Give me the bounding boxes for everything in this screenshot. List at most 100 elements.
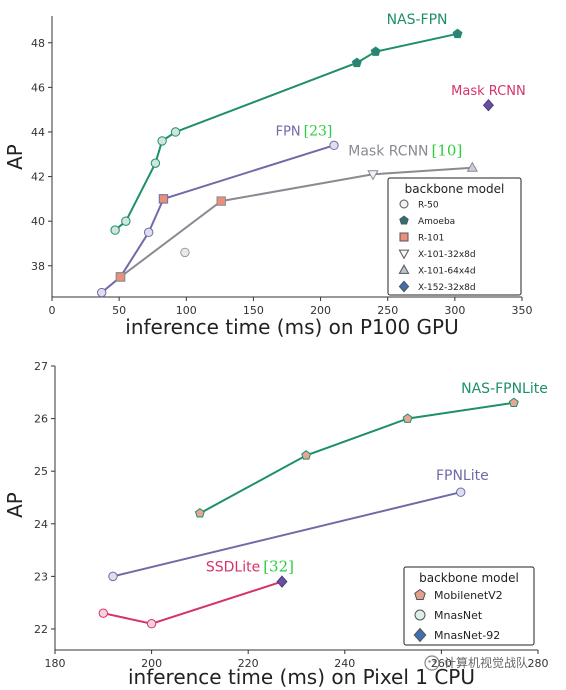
legend-item-label: X-101-64x4d — [418, 266, 476, 276]
y-tick-label: 22 — [34, 623, 48, 636]
legend-title: backbone model — [405, 182, 505, 196]
legend-item-label: Amoeba — [418, 217, 455, 227]
data-point — [508, 397, 519, 408]
data-point — [367, 170, 379, 181]
x-tick-label: 260 — [431, 657, 452, 670]
series-line — [103, 580, 283, 625]
data-point — [108, 571, 118, 582]
series-mask-rcnn-3 — [482, 98, 494, 112]
data-point — [370, 46, 381, 56]
y-tick-label: 25 — [34, 465, 48, 478]
series-line — [199, 401, 514, 515]
data-point — [216, 196, 226, 206]
x-tick-label: 240 — [334, 657, 355, 670]
data-point — [110, 225, 120, 235]
legend-marker-pentagon — [414, 588, 426, 600]
x-tick-label: 220 — [238, 657, 259, 670]
data-point — [351, 57, 362, 68]
data-point — [157, 136, 167, 146]
x-tick-label: 350 — [512, 304, 533, 317]
legend-box — [403, 566, 535, 646]
y-tick-label: 26 — [34, 413, 48, 426]
x-tick-label: 50 — [112, 304, 126, 317]
x-tick-label: 300 — [444, 304, 465, 317]
legend-marker-diamond — [413, 627, 427, 643]
series-line — [101, 144, 335, 294]
series-label: Mask RCNN [10] — [348, 142, 462, 160]
legend-item-label: MnasNet-92 — [434, 629, 500, 642]
legend-item-label: X-152-32x8d — [418, 283, 476, 293]
series-fpn-1 — [96, 140, 339, 298]
x-tick-label: 280 — [528, 657, 549, 670]
legend: backbone model R-50 Amoeba R-101 X-101-32x8d… — [387, 177, 522, 296]
data-point — [96, 287, 107, 298]
y-axis-label: AP — [3, 144, 27, 170]
legend-marker-square — [399, 232, 409, 242]
y-axis-label: AP — [3, 492, 27, 518]
y-tick-label: 44 — [31, 126, 45, 139]
data-point — [146, 619, 157, 629]
x-axis-label: inference time (ms) on P100 GPU — [125, 315, 458, 339]
series-label: FPNLite — [436, 468, 489, 484]
y-tick-label: 40 — [31, 215, 45, 228]
data-point — [98, 608, 109, 618]
legend-marker-circle — [399, 199, 409, 209]
data-point — [276, 575, 288, 588]
legend-item-label: MobilenetV2 — [434, 589, 503, 602]
legend-marker-diamond — [398, 280, 410, 293]
legend-marker-pentagon — [399, 215, 409, 225]
x-tick-label: 100 — [176, 304, 197, 317]
x-tick-label: 200 — [310, 304, 331, 317]
series-label-ref: [23] — [304, 123, 333, 139]
series-label: NAS-FPN — [387, 12, 448, 28]
x-tick-label: 0 — [49, 304, 56, 317]
series-label-name: SSDLite — [206, 560, 260, 576]
series-label: Mask RCNN — [451, 84, 526, 99]
y-tick-label: 38 — [31, 260, 45, 273]
data-point — [150, 158, 161, 168]
series-label-ref: [10] — [432, 142, 463, 160]
legend-item-label: MnasNet — [434, 609, 483, 622]
data-point — [329, 140, 339, 151]
series-nas-fpn-0 — [110, 28, 463, 235]
x-tick-label: 250 — [377, 304, 398, 317]
data-point — [452, 28, 463, 39]
x-tick-label: 150 — [243, 304, 264, 317]
data-point — [194, 508, 205, 518]
series-label-ref: [32] — [263, 558, 294, 576]
p100-gpu-plot: 0 50 100 150 200 250 300 350 38 40 42 44 46 48 inferen… — [3, 12, 533, 339]
legend-item-label: X-101-32x8d — [418, 250, 476, 260]
y-tick-label: 27 — [34, 360, 48, 373]
legend-marker-triangle-up — [398, 264, 410, 274]
series-label-name: NAS-FPN — [387, 12, 448, 28]
y-tick-label: 46 — [31, 81, 45, 94]
watermark-text: 计算机视觉战队 — [444, 655, 528, 670]
legend-box — [387, 177, 522, 296]
y-tick-label: 24 — [34, 518, 48, 531]
watermark: 计算机视觉战队 — [424, 655, 528, 671]
series-ssdlite-2 — [98, 575, 288, 629]
series-label: NAS-FPNLite — [461, 381, 548, 397]
x-axis-label: inference time (ms) on Pixel 1 CPU — [128, 665, 475, 689]
series-label-name: Mask RCNN — [348, 144, 428, 160]
legend-marker-circle — [414, 609, 426, 621]
series-label-name: FPN — [276, 124, 301, 139]
series-label-name: NAS-FPNLite — [461, 381, 548, 397]
data-point — [115, 272, 126, 282]
series-label-name: Mask RCNN — [451, 84, 526, 99]
series-line — [112, 491, 461, 578]
pixel1-cpu-plot: 180 200 220 240 260 280 22 23 24 25 26 27 inference … — [3, 360, 549, 689]
x-tick-label: 180 — [45, 657, 66, 670]
y-tick-label: 42 — [31, 171, 45, 184]
data-point — [402, 413, 413, 423]
series-label: SSDLite [32] — [206, 558, 294, 576]
data-point — [170, 127, 181, 137]
legend-marker-triangle-down — [398, 249, 410, 260]
series-label: FPN [23] — [276, 123, 333, 139]
series-fpnlite-1 — [108, 487, 466, 582]
legend: backbone model MobilenetV2 MnasNet MnasNet-… — [403, 566, 535, 646]
data-point — [466, 161, 478, 172]
y-tick-label: 23 — [34, 570, 48, 583]
data-point — [482, 98, 494, 112]
data-point — [456, 487, 466, 497]
